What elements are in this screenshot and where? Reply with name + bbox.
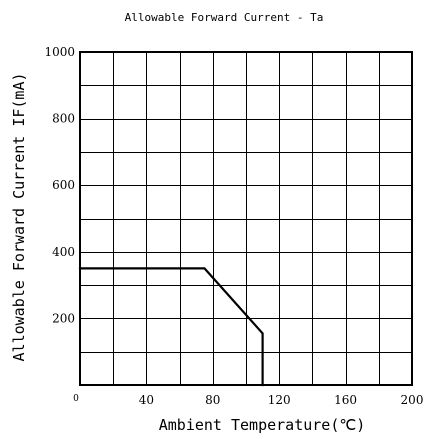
grid-lines — [80, 52, 412, 385]
x-tick-label: 40 — [139, 393, 154, 407]
x-axis-ticks: 0 40 80 120 160 200 — [73, 393, 423, 407]
plot-area-frame — [79, 51, 413, 386]
y-tick-label: 200 — [52, 311, 75, 325]
x-tick-label: 200 — [401, 393, 424, 407]
x-tick-label: 120 — [268, 393, 291, 407]
y-tick-label: 800 — [52, 112, 75, 126]
x-tick-label: 160 — [334, 393, 357, 407]
y-axis-title: Allowable Forward Current IF(mA) — [10, 73, 28, 362]
x-tick-label: 80 — [205, 393, 220, 407]
series-layer — [78, 267, 264, 387]
chart-title: Allowable Forward Current - Ta — [125, 11, 324, 24]
y-axis-ticks: 200 400 600 800 1000 — [44, 45, 75, 325]
x-tick-label: 0 — [73, 394, 79, 404]
y-tick-label: 1000 — [44, 45, 75, 59]
x-axis-title: Ambient Temperature(℃) — [159, 416, 366, 434]
y-tick-label: 600 — [52, 178, 75, 192]
series-line-1 — [78, 267, 264, 387]
y-tick-label: 400 — [52, 245, 75, 259]
